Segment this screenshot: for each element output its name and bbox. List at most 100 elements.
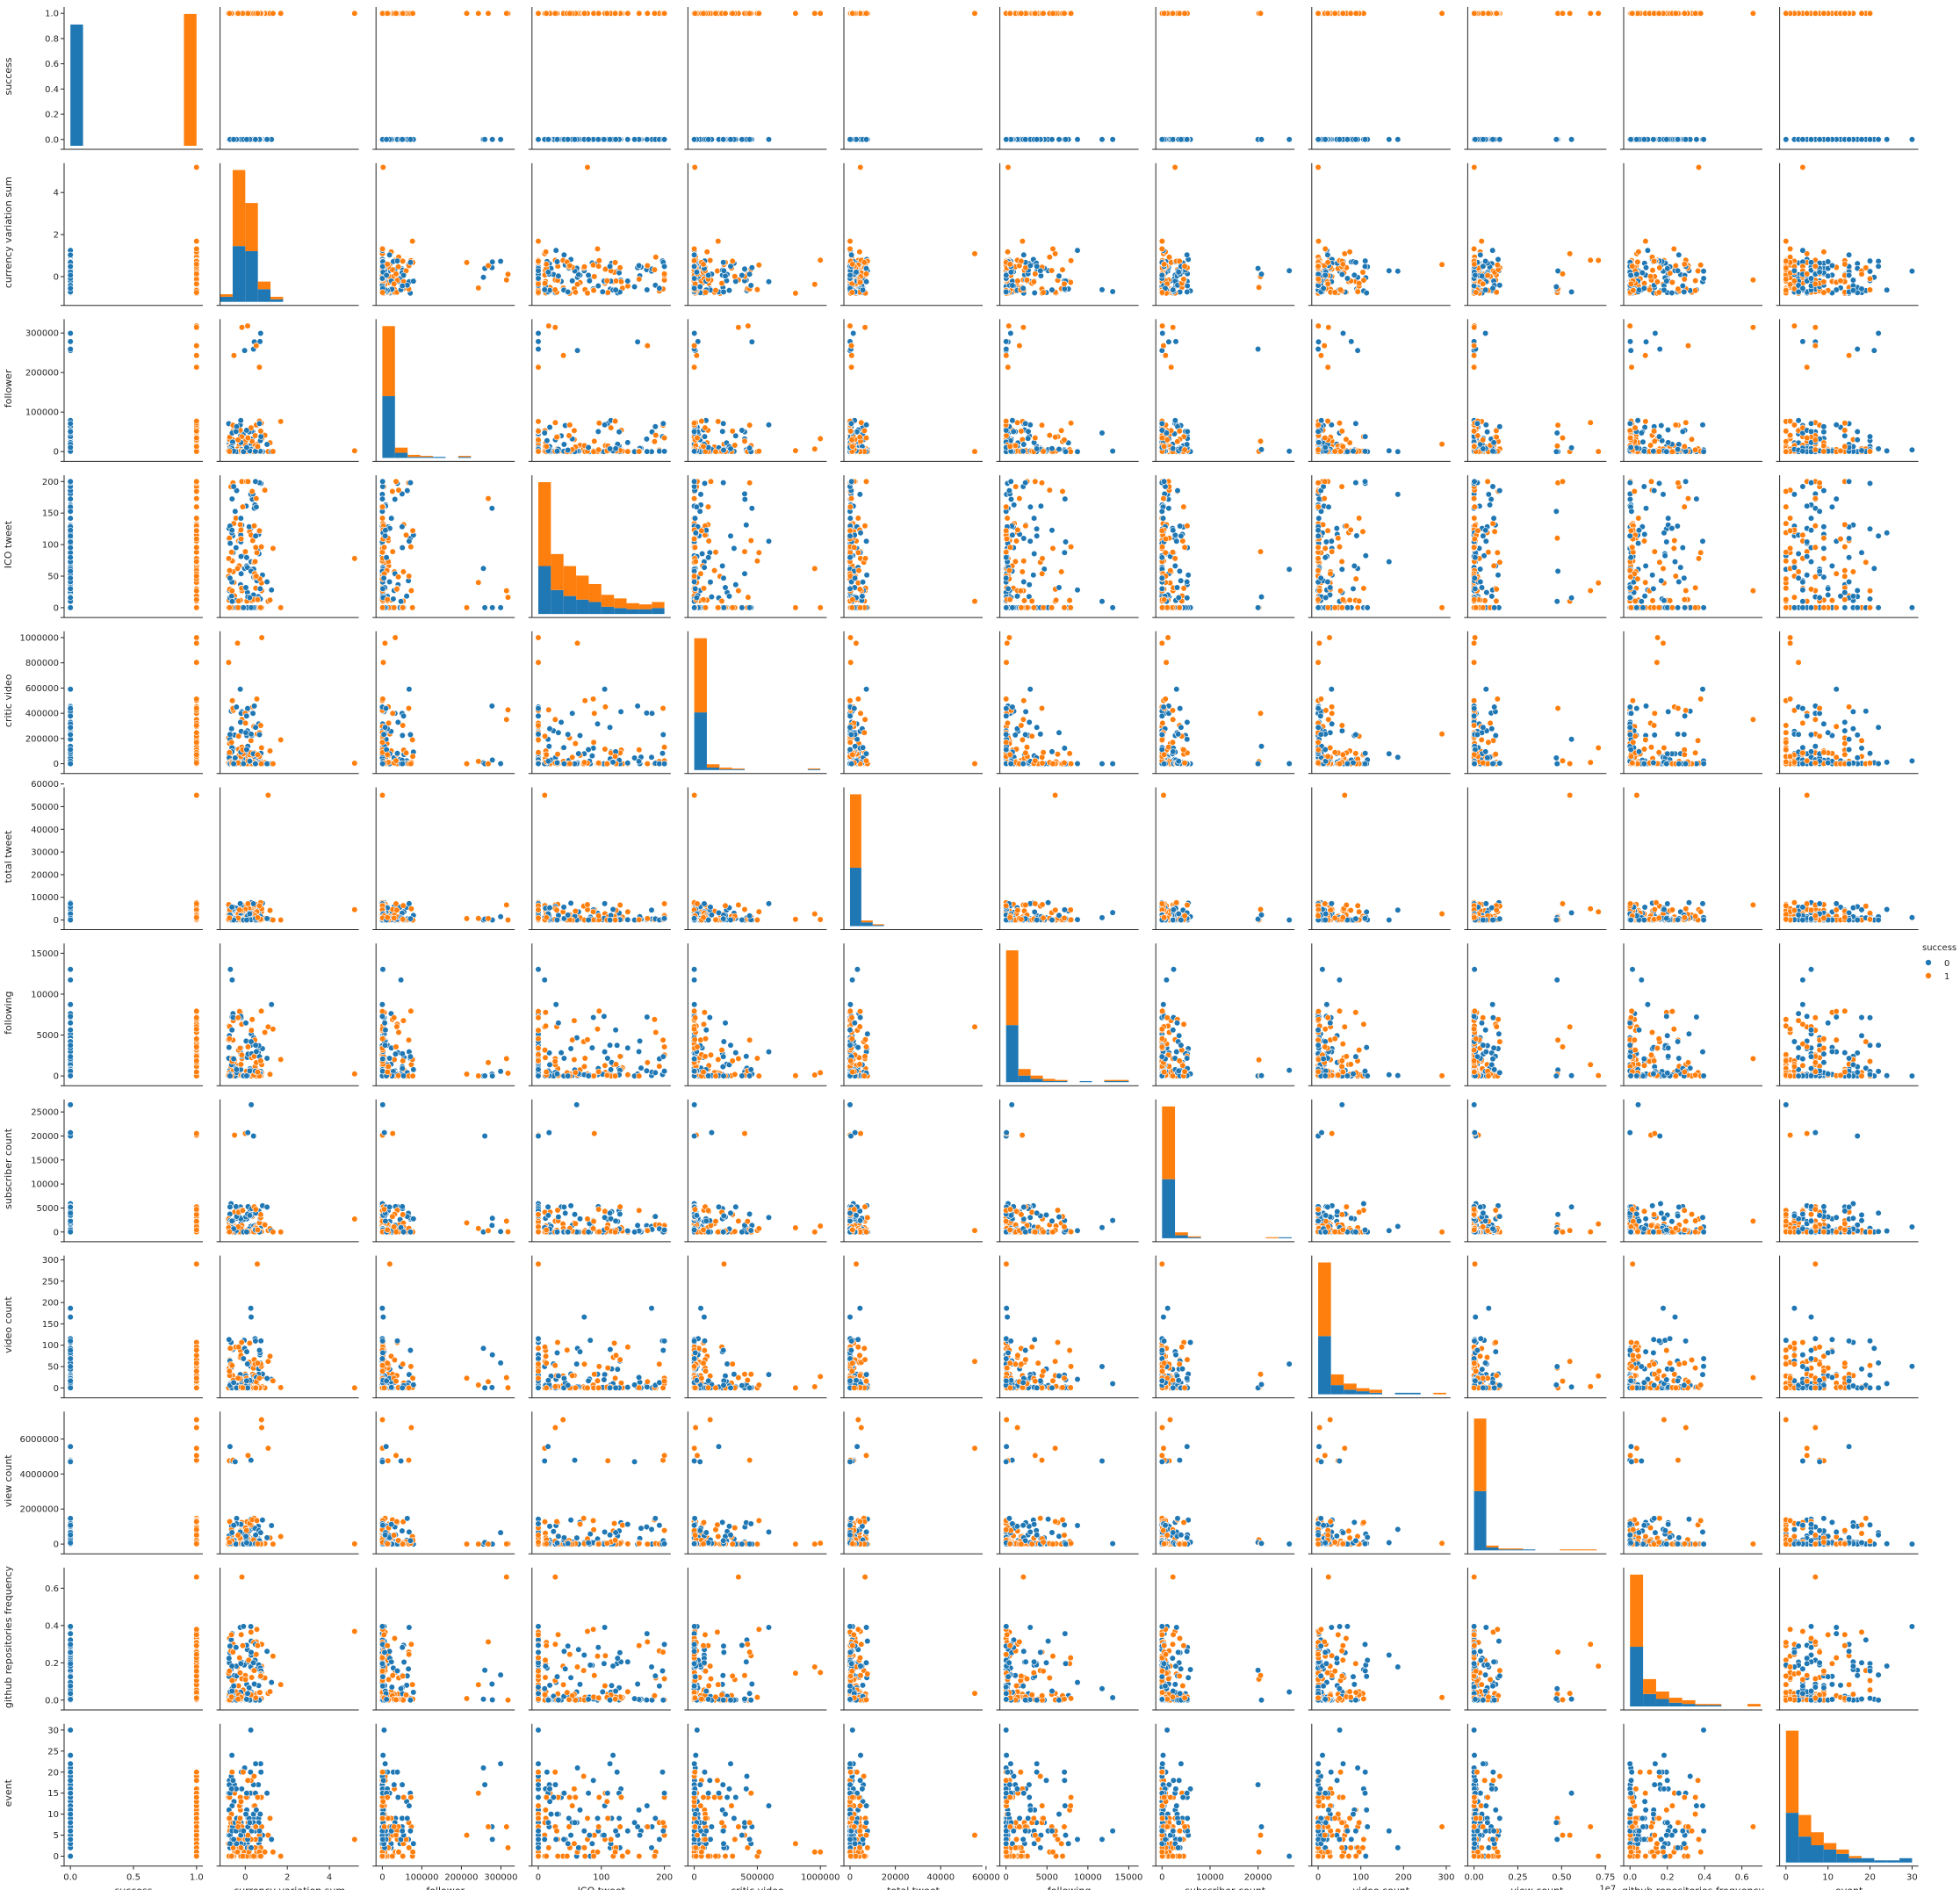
scatter-point: [1694, 137, 1700, 143]
y-tick-label: 4: [54, 189, 59, 198]
scatter-point: [1033, 11, 1039, 17]
scatter-point: [194, 238, 200, 244]
scatter-point: [701, 11, 707, 17]
scatter-point: [854, 270, 860, 276]
scatter-point: [194, 271, 200, 278]
scatter-point: [379, 290, 386, 296]
scatter-point: [726, 287, 732, 293]
scatter-point: [847, 246, 854, 252]
scatter-point: [1027, 263, 1034, 269]
scatter-point: [1641, 137, 1647, 143]
scatter-point: [1494, 11, 1500, 17]
scatter-point: [1348, 11, 1354, 17]
scatter-point: [68, 263, 74, 270]
hist-bar-0: [233, 246, 245, 302]
scatter-point: [544, 262, 550, 268]
scatter-point: [625, 278, 631, 285]
scatter-point: [1159, 272, 1165, 278]
scatter-point: [793, 11, 799, 17]
scatter-point: [554, 259, 560, 265]
scatter-point: [657, 285, 663, 292]
scatter-point: [1360, 270, 1366, 276]
scatter-point: [1486, 11, 1492, 17]
scatter-point: [543, 249, 549, 256]
hist-bar-0: [220, 297, 233, 302]
y-tick-label: 0.4: [45, 85, 59, 95]
scatter-point: [1075, 248, 1081, 254]
scatter-point: [1630, 11, 1636, 17]
scatter-point: [480, 274, 486, 280]
scatter-point: [1062, 11, 1068, 17]
scatter-point: [352, 11, 358, 17]
scatter-point: [542, 287, 548, 293]
hist-bar-1: [245, 203, 257, 251]
scatter-point: [863, 11, 869, 17]
scatter-point: [545, 270, 551, 276]
scatter-point: [1800, 137, 1806, 143]
scatter-point: [812, 11, 818, 17]
scatter-point: [536, 268, 542, 274]
scatter-point: [255, 11, 261, 17]
hist-bar-0: [70, 25, 83, 146]
scatter-point: [1347, 249, 1353, 256]
scatter-point: [692, 164, 698, 170]
scatter-point: [1439, 11, 1445, 17]
panel-0-5: [840, 7, 983, 149]
scatter-point: [1315, 238, 1322, 244]
scatter-point: [536, 11, 542, 17]
scatter-point: [1395, 137, 1402, 143]
scatter-point: [1859, 11, 1865, 17]
scatter-point: [385, 262, 391, 268]
scatter-point: [1867, 137, 1873, 143]
scatter-point: [1628, 137, 1634, 143]
scatter-point: [464, 260, 470, 266]
y-tick-label: 0.0: [45, 135, 59, 145]
scatter-point: [1049, 287, 1056, 293]
scatter-point: [600, 289, 606, 295]
scatter-point: [1075, 137, 1081, 143]
y-tick-label: 0.6: [45, 60, 59, 69]
scatter-point: [728, 263, 734, 270]
scatter-point: [1497, 137, 1503, 143]
panel-1-3: [529, 163, 671, 306]
scatter-point: [476, 285, 482, 292]
scatter-point: [691, 252, 697, 258]
panel-1-5: [840, 163, 983, 306]
scatter-point: [393, 11, 400, 17]
scatter-point: [596, 257, 602, 263]
scatter-point: [1047, 254, 1053, 260]
scatter-point: [581, 11, 587, 17]
scatter-point: [1697, 11, 1704, 17]
scatter-point: [1356, 280, 1362, 286]
scatter-point: [1007, 11, 1013, 17]
scatter-point: [1048, 268, 1055, 274]
scatter-point: [595, 263, 602, 270]
scatter-point: [645, 287, 651, 293]
scatter-point: [400, 137, 406, 143]
scatter-point: [1884, 137, 1890, 143]
scatter-point: [720, 260, 726, 266]
scatter-point: [231, 137, 237, 143]
scatter-point: [756, 263, 762, 269]
scatter-point: [1286, 137, 1293, 143]
scatter-point: [748, 283, 754, 289]
scatter-point: [585, 291, 591, 297]
scatter-point: [1362, 137, 1368, 143]
scatter-point: [631, 284, 638, 290]
scatter-point: [1634, 137, 1640, 143]
scatter-point: [464, 11, 470, 17]
scatter-point: [703, 290, 709, 296]
scatter-point: [1332, 11, 1338, 17]
scatter-point: [1056, 137, 1063, 143]
panel-0-2: [372, 7, 515, 149]
scatter-point: [863, 137, 869, 143]
scatter-point: [1024, 278, 1030, 284]
scatter-point: [691, 246, 697, 252]
scatter-point: [400, 283, 406, 289]
scatter-point: [607, 263, 613, 270]
scatter-point: [536, 281, 542, 287]
scatter-point: [613, 278, 619, 285]
scatter-point: [645, 263, 651, 269]
